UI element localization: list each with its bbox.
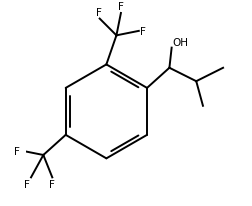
Text: F: F [49, 179, 55, 189]
Text: F: F [14, 146, 20, 156]
Text: F: F [24, 179, 30, 189]
Text: F: F [95, 8, 101, 18]
Text: OH: OH [172, 37, 188, 47]
Text: F: F [117, 2, 123, 12]
Text: F: F [139, 27, 145, 37]
